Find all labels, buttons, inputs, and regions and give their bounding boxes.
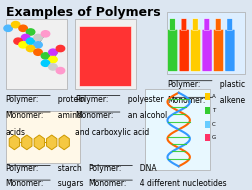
Text: G: G <box>211 135 215 140</box>
Circle shape <box>41 53 50 59</box>
Circle shape <box>19 25 27 31</box>
Polygon shape <box>34 135 44 150</box>
FancyBboxPatch shape <box>226 19 232 31</box>
Text: Polymer:: Polymer: <box>6 165 39 173</box>
Text: polyester: polyester <box>122 95 163 104</box>
FancyBboxPatch shape <box>192 19 197 31</box>
Text: Polymer:: Polymer: <box>167 80 200 89</box>
FancyBboxPatch shape <box>144 89 209 170</box>
Text: alkene: alkene <box>214 96 244 105</box>
Polygon shape <box>22 135 32 150</box>
Text: T: T <box>211 108 214 113</box>
FancyBboxPatch shape <box>180 19 186 31</box>
Circle shape <box>4 25 12 31</box>
Circle shape <box>56 45 65 52</box>
FancyBboxPatch shape <box>89 31 129 75</box>
Text: acids: acids <box>6 128 25 137</box>
Text: an alcohol: an alcohol <box>122 111 166 120</box>
FancyBboxPatch shape <box>204 93 209 100</box>
FancyBboxPatch shape <box>203 19 209 31</box>
FancyBboxPatch shape <box>201 29 211 71</box>
FancyBboxPatch shape <box>81 26 131 84</box>
Text: and carboxylic acid: and carboxylic acid <box>75 128 149 137</box>
FancyBboxPatch shape <box>167 12 244 74</box>
FancyBboxPatch shape <box>86 29 130 79</box>
FancyBboxPatch shape <box>215 19 220 31</box>
Circle shape <box>41 31 50 37</box>
Text: Polymer:: Polymer: <box>6 95 39 104</box>
Text: protein: protein <box>53 95 85 104</box>
Circle shape <box>34 42 42 48</box>
Circle shape <box>19 42 27 48</box>
Text: Polymer:: Polymer: <box>75 95 108 104</box>
Text: Monomer:: Monomer: <box>6 179 44 188</box>
Circle shape <box>49 56 57 63</box>
Text: Monomer:: Monomer: <box>167 96 205 105</box>
Circle shape <box>34 34 42 41</box>
Circle shape <box>14 38 22 44</box>
FancyBboxPatch shape <box>213 29 223 71</box>
Text: A: A <box>211 94 215 99</box>
FancyBboxPatch shape <box>6 19 66 89</box>
Text: starch: starch <box>53 165 81 173</box>
Text: Monomer:: Monomer: <box>6 111 44 120</box>
Text: Monomer:: Monomer: <box>75 111 113 120</box>
FancyBboxPatch shape <box>190 29 200 71</box>
FancyBboxPatch shape <box>178 29 188 71</box>
FancyBboxPatch shape <box>87 30 130 77</box>
Text: sugars: sugars <box>53 179 83 188</box>
Text: amino: amino <box>53 111 81 120</box>
Text: Monomer:: Monomer: <box>87 179 126 188</box>
FancyBboxPatch shape <box>224 29 234 71</box>
FancyBboxPatch shape <box>167 29 177 71</box>
FancyBboxPatch shape <box>6 111 80 163</box>
FancyBboxPatch shape <box>82 27 130 83</box>
FancyBboxPatch shape <box>204 121 209 128</box>
Circle shape <box>11 21 20 28</box>
FancyBboxPatch shape <box>79 25 131 86</box>
Polygon shape <box>9 135 19 150</box>
FancyBboxPatch shape <box>91 32 129 73</box>
Text: 4 different nucleotides: 4 different nucleotides <box>135 179 226 188</box>
Circle shape <box>21 34 30 41</box>
FancyBboxPatch shape <box>75 19 136 89</box>
Text: C: C <box>211 122 215 127</box>
Text: Polymer:: Polymer: <box>87 165 121 173</box>
Circle shape <box>56 67 65 74</box>
FancyBboxPatch shape <box>204 135 209 141</box>
Circle shape <box>26 45 35 52</box>
Circle shape <box>26 38 35 44</box>
Polygon shape <box>59 135 69 150</box>
Text: Examples of Polymers: Examples of Polymers <box>6 6 160 19</box>
Text: DNA: DNA <box>135 165 156 173</box>
FancyBboxPatch shape <box>204 107 209 114</box>
Circle shape <box>49 49 57 55</box>
Circle shape <box>34 49 42 55</box>
Text: plastic: plastic <box>214 80 244 89</box>
Circle shape <box>41 60 50 66</box>
Circle shape <box>26 29 35 35</box>
FancyBboxPatch shape <box>84 28 130 81</box>
FancyBboxPatch shape <box>93 33 129 71</box>
FancyBboxPatch shape <box>169 19 174 31</box>
Circle shape <box>49 64 57 70</box>
Polygon shape <box>46 135 57 150</box>
